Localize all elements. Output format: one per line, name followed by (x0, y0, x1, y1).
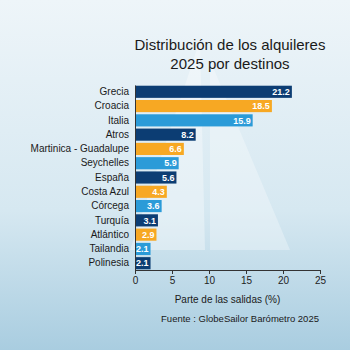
bar (135, 129, 196, 141)
tick: Martinica - Guadalupe (31, 143, 130, 154)
bar (135, 243, 151, 255)
category-label: Italia (108, 115, 130, 126)
tick-mark (172, 270, 173, 274)
tick-label: 10 (204, 275, 216, 286)
bar (135, 200, 162, 212)
tick: 0 (133, 270, 139, 286)
tick: Atlántico (91, 229, 130, 240)
x-axis-title: Parte de las salidas (%) (175, 294, 281, 305)
category-label: Atlántico (91, 229, 130, 240)
title: Distribución de los alquileres2025 por d… (135, 36, 326, 72)
bar (135, 171, 176, 183)
data-label: 8.2 (181, 130, 194, 140)
category-label: Costa Azul (81, 186, 129, 197)
data-label: 6.6 (169, 144, 182, 154)
data-label: 4.3 (152, 187, 165, 197)
category-label: Turquía (95, 215, 130, 226)
category-label: Córcega (91, 200, 129, 211)
category-label: España (95, 172, 129, 183)
source: Fuente : GlobeSailor Barómetro 2025 (161, 313, 319, 324)
category-label: Polinesia (88, 257, 129, 268)
category-label: Croacia (95, 100, 130, 111)
tick-mark (246, 270, 247, 274)
y-axis: Grecia Croacia Italia Atros Martinica - Guad… (31, 86, 136, 271)
tick: Seychelles (81, 157, 129, 168)
chart: Distribución de los alquileres2025 por d… (0, 0, 350, 350)
data-label: 3.6 (147, 201, 160, 211)
tick: 5 (170, 270, 176, 286)
bar (135, 86, 292, 98)
tick-mark (283, 270, 284, 274)
data-label: 3.1 (143, 216, 156, 226)
tick: 15 (241, 270, 253, 286)
bar (135, 100, 272, 112)
data-label: 15.9 (233, 116, 251, 126)
bar (135, 214, 158, 226)
data-labels: 21.218.515.9 8.2 6.6 5.9 5.6 4.3 3.6 3.1 2.9 2.1 2… (136, 87, 290, 268)
bar (135, 257, 151, 269)
tick-mark (209, 270, 210, 274)
tick-label: 20 (278, 275, 290, 286)
bar (135, 157, 179, 169)
tick-label: 25 (315, 275, 327, 286)
tick-label: 5 (170, 275, 176, 286)
tick: Turquía (95, 215, 130, 226)
tick: 20 (278, 270, 290, 286)
tick: Córcega (91, 200, 129, 211)
plot: 21.218.515.9 8.2 6.6 5.9 5.6 4.3 3.6 3.1 2.9 2.1 2… (31, 86, 327, 287)
bar (135, 229, 156, 241)
bar (135, 114, 253, 126)
tick: Polinesia (88, 257, 129, 268)
bars (135, 86, 292, 270)
data-label: 2.9 (142, 230, 155, 240)
x-axis: 0 5 10 15 20 25 (133, 270, 327, 286)
category-label: Tailandia (90, 243, 130, 254)
tick-mark (135, 270, 136, 274)
data-label: 2.1 (136, 244, 149, 254)
data-label: 21.2 (272, 87, 290, 97)
data-label: 5.9 (164, 158, 177, 168)
tick-label: 0 (133, 275, 139, 286)
category-label: Martinica - Guadalupe (31, 143, 130, 154)
category-label: Grecia (100, 86, 130, 97)
tick: 10 (204, 270, 216, 286)
bar (135, 143, 184, 155)
data-label: 2.1 (136, 258, 149, 268)
tick: Grecia (100, 86, 130, 97)
tick: 25 (315, 270, 327, 286)
tick: Croacia (95, 100, 130, 111)
tick: Costa Azul (81, 186, 129, 197)
background (0, 0, 350, 350)
bar (135, 186, 167, 198)
data-label: 5.6 (162, 173, 175, 183)
category-label: Atros (106, 129, 129, 140)
y-axis-line (135, 86, 136, 271)
tick: España (95, 172, 129, 183)
tick: Tailandia (90, 243, 130, 254)
tick: Italia (108, 115, 130, 126)
tick-mark (320, 270, 321, 274)
category-label: Seychelles (81, 157, 129, 168)
tick: Atros (106, 129, 129, 140)
data-label: 18.5 (252, 101, 270, 111)
x-axis-line (136, 271, 321, 275)
tick-label: 15 (241, 275, 253, 286)
